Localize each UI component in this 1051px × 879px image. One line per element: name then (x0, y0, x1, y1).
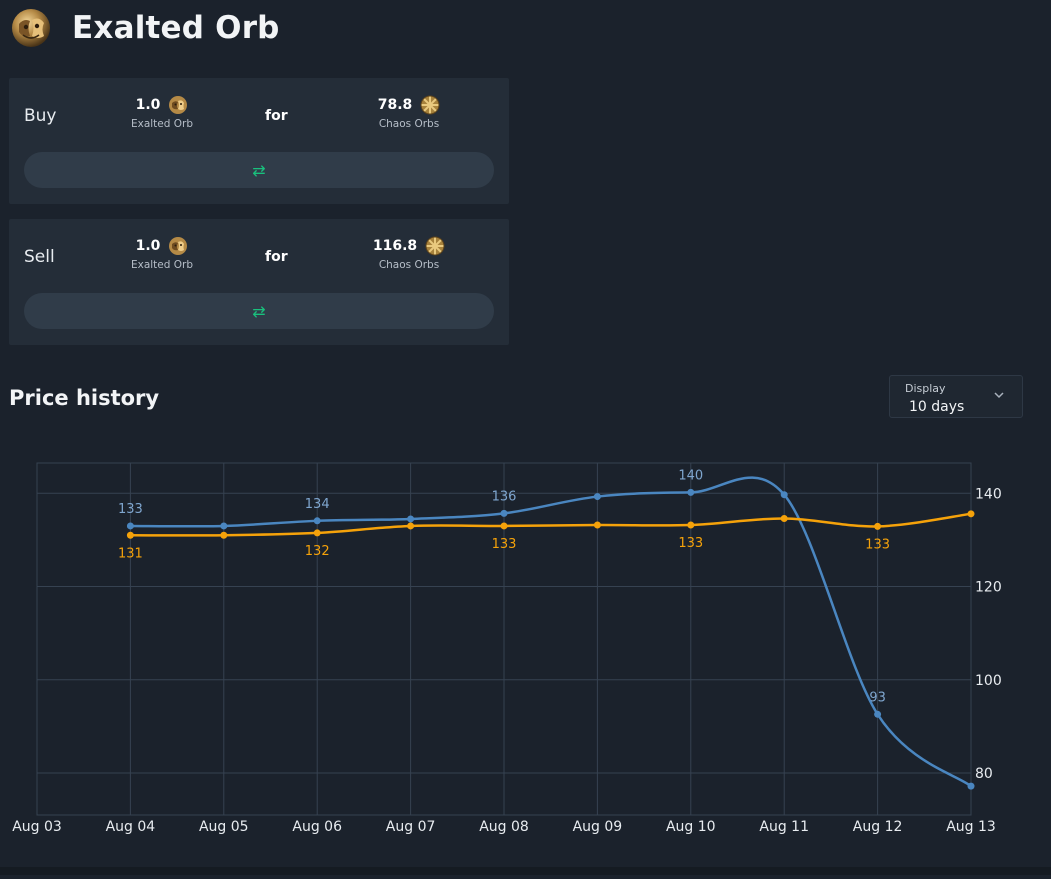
for-label: for (265, 249, 288, 265)
exalted-orb-icon (169, 96, 188, 114)
sell-label: Sell (24, 247, 55, 267)
data-point (780, 491, 788, 499)
price-history-title: Price history (9, 386, 160, 410)
data-label: 133 (118, 502, 143, 517)
sell-give-currency: Exalted Orb (130, 259, 194, 271)
data-label: 140 (678, 468, 703, 483)
buy-get-amount: 78.8 (377, 97, 413, 113)
data-label: 136 (492, 489, 517, 504)
buy-give-group: 1.0 Exalted Orb (117, 95, 207, 130)
data-point (407, 522, 415, 530)
data-point (220, 531, 228, 539)
data-point (313, 529, 321, 537)
data-point (874, 710, 882, 718)
data-point (500, 522, 508, 530)
data-point (126, 522, 134, 530)
for-label: for (265, 108, 288, 124)
sell-get-amount: 116.8 (372, 238, 418, 254)
buy-give-currency: Exalted Orb (130, 118, 194, 130)
data-label: 132 (305, 544, 330, 559)
exalted-orb-icon (169, 237, 188, 255)
data-point (126, 531, 134, 539)
data-point (500, 509, 508, 517)
x-tick-label: Aug 09 (573, 819, 623, 835)
x-tick-label: Aug 11 (759, 819, 809, 835)
data-point (407, 515, 415, 523)
buy-label: Buy (24, 106, 57, 126)
data-label: 133 (492, 537, 517, 552)
series-line (130, 512, 972, 537)
sell-swap-button[interactable]: ⇄ (24, 293, 494, 329)
data-point (593, 493, 601, 501)
chaos-orb-icon (425, 236, 445, 256)
swap-arrows-icon: ⇄ (252, 160, 266, 180)
data-label: 133 (678, 536, 703, 551)
bottom-border (0, 867, 1051, 875)
display-label: Display (905, 382, 946, 395)
data-point (220, 522, 228, 530)
page-header: Exalted Orb (10, 4, 280, 52)
display-range-select[interactable]: Display 10 days (889, 375, 1023, 418)
buy-give-amount: 1.0 (135, 97, 161, 113)
price-history-chart: Aug 03 Aug 04 Aug 05 Aug 06 Aug 07 Aug 08 Aug … (12, 462, 1002, 835)
sell-card: Sell 1.0 Exalted Orb for 116.8 Chaos Orb… (9, 219, 509, 345)
data-point (967, 510, 975, 518)
buy-get-currency: Chaos Orbs (378, 118, 440, 130)
x-tick-label: Aug 06 (292, 819, 342, 835)
swap-arrows-icon: ⇄ (252, 301, 266, 321)
data-point (313, 517, 321, 525)
display-value: 10 days (909, 399, 965, 415)
chevron-down-icon (994, 392, 1004, 399)
sell-give-group: 1.0 Exalted Orb (117, 236, 207, 271)
y-tick-label: 100 (975, 673, 1002, 689)
x-tick-label: Aug 13 (946, 819, 996, 835)
x-tick-label: Aug 05 (199, 819, 249, 835)
chaos-orb-icon (420, 95, 440, 115)
data-label: 133 (865, 537, 890, 552)
buy-card: Buy 1.0 Exalted Orb for 78.8 Chaos Orbs … (9, 78, 509, 204)
data-point (874, 522, 882, 530)
data-label: 131 (118, 546, 143, 561)
sell-get-group: 116.8 Chaos Orbs (354, 236, 464, 271)
data-label: 134 (305, 497, 330, 512)
x-tick-label: Aug 08 (479, 819, 529, 835)
y-tick-label: 120 (975, 580, 1002, 596)
data-point (687, 488, 695, 496)
x-tick-label: Aug 04 (106, 819, 156, 835)
price-history-chart-panel: Aug 03 Aug 04 Aug 05 Aug 06 Aug 07 Aug 08 Aug … (0, 438, 1051, 875)
data-label: 93 (869, 690, 886, 705)
x-tick-label: Aug 03 (12, 819, 62, 835)
x-tick-label: Aug 10 (666, 819, 716, 835)
data-point (780, 514, 788, 522)
data-point (687, 521, 695, 529)
buy-get-group: 78.8 Chaos Orbs (354, 95, 464, 130)
y-tick-label: 140 (975, 486, 1002, 502)
y-tick-label: 80 (975, 766, 993, 782)
exalted-orb-icon (12, 9, 50, 47)
buy-swap-button[interactable]: ⇄ (24, 152, 494, 188)
data-point (593, 521, 601, 529)
x-tick-label: Aug 12 (853, 819, 903, 835)
page-title: Exalted Orb (72, 10, 280, 46)
data-point (967, 782, 975, 790)
x-tick-label: Aug 07 (386, 819, 436, 835)
sell-give-amount: 1.0 (135, 238, 161, 254)
sell-get-currency: Chaos Orbs (378, 259, 440, 271)
